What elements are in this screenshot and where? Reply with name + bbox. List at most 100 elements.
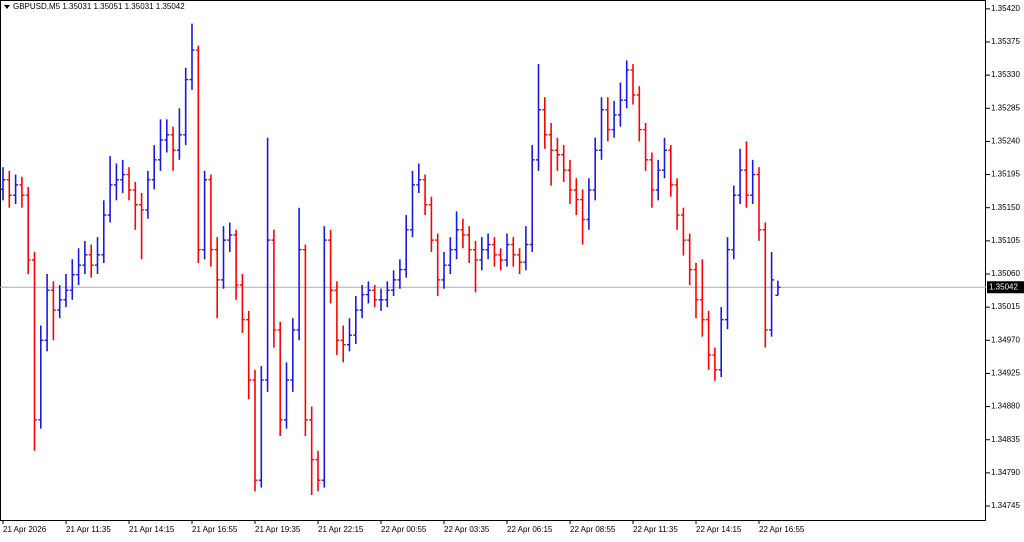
candle bbox=[611, 100, 617, 138]
candle bbox=[258, 366, 264, 488]
candle bbox=[76, 248, 82, 286]
candle bbox=[561, 145, 567, 182]
candle bbox=[473, 240, 478, 293]
candle bbox=[674, 178, 680, 230]
candle bbox=[95, 237, 100, 274]
y-tick-label: 1.35105 bbox=[991, 236, 1020, 245]
candle bbox=[649, 152, 655, 208]
last-price-label: 1.35042 bbox=[989, 282, 1018, 291]
candle bbox=[422, 174, 428, 216]
candle bbox=[44, 273, 50, 352]
y-tick-label: 1.35375 bbox=[991, 37, 1020, 46]
candle bbox=[321, 226, 327, 488]
candle bbox=[170, 126, 176, 171]
y-tick-label: 1.34790 bbox=[991, 468, 1020, 477]
candle bbox=[328, 229, 334, 304]
candle bbox=[202, 170, 208, 260]
candle bbox=[126, 167, 132, 201]
candle bbox=[592, 137, 598, 201]
candle bbox=[391, 270, 397, 297]
candle bbox=[50, 281, 56, 341]
candle bbox=[0, 167, 6, 201]
candle bbox=[668, 145, 674, 197]
candle bbox=[517, 248, 523, 274]
candle bbox=[718, 307, 724, 378]
candle bbox=[246, 310, 252, 400]
candle bbox=[378, 288, 384, 311]
candle bbox=[491, 237, 497, 267]
candle bbox=[410, 170, 415, 238]
candle bbox=[239, 273, 245, 333]
x-tick-label: 22 Apr 03:35 bbox=[444, 525, 490, 534]
x-tick-label: 22 Apr 00:55 bbox=[381, 525, 427, 534]
candle bbox=[743, 141, 749, 208]
candle bbox=[485, 233, 491, 260]
candle bbox=[599, 97, 604, 160]
candle bbox=[57, 285, 63, 319]
y-tick-label: 1.35150 bbox=[991, 203, 1020, 212]
menu-arrow[interactable] bbox=[4, 5, 10, 9]
candle bbox=[523, 226, 529, 271]
candle bbox=[132, 181, 138, 230]
candle bbox=[441, 251, 447, 289]
candle bbox=[101, 200, 107, 263]
candle bbox=[416, 163, 422, 193]
candle bbox=[265, 137, 271, 392]
candle bbox=[365, 281, 371, 304]
candle bbox=[447, 237, 453, 274]
candle bbox=[428, 196, 434, 252]
candle bbox=[510, 237, 516, 267]
candle bbox=[706, 310, 712, 370]
candle bbox=[750, 159, 756, 205]
x-tick-label: 21 Apr 19:35 bbox=[255, 525, 301, 534]
candle bbox=[296, 207, 302, 341]
candle bbox=[309, 406, 315, 495]
candle bbox=[164, 119, 170, 153]
candle bbox=[731, 185, 737, 260]
candle bbox=[120, 159, 126, 193]
candle bbox=[176, 108, 182, 160]
candle bbox=[38, 325, 44, 429]
candle bbox=[403, 215, 409, 278]
candle bbox=[529, 145, 535, 252]
candle bbox=[353, 296, 359, 344]
y-tick-label: 1.34970 bbox=[991, 335, 1020, 344]
plot-frame bbox=[0, 0, 986, 521]
candle bbox=[195, 45, 201, 263]
candle bbox=[82, 240, 88, 274]
candle bbox=[277, 321, 283, 437]
candle bbox=[762, 222, 768, 348]
candle bbox=[662, 137, 667, 179]
candle bbox=[139, 192, 145, 260]
candle bbox=[145, 170, 151, 219]
candle bbox=[340, 325, 346, 363]
candle bbox=[284, 362, 289, 429]
candle bbox=[498, 248, 504, 271]
candle bbox=[687, 233, 693, 286]
candle bbox=[573, 178, 579, 216]
candle bbox=[542, 97, 548, 149]
y-tick-label: 1.35330 bbox=[991, 70, 1020, 79]
y-tick-label: 1.35420 bbox=[991, 4, 1020, 13]
candle bbox=[680, 207, 686, 256]
candle bbox=[227, 222, 233, 252]
candle bbox=[397, 259, 403, 289]
candle bbox=[617, 82, 623, 127]
candle bbox=[624, 60, 630, 109]
y-tick-label: 1.35060 bbox=[991, 269, 1020, 278]
candle bbox=[214, 237, 220, 319]
x-tick-label: 21 Apr 14:15 bbox=[129, 525, 175, 534]
y-tick-label: 1.34745 bbox=[991, 501, 1020, 510]
candle bbox=[183, 67, 189, 146]
candle bbox=[315, 450, 321, 492]
candle bbox=[334, 281, 340, 356]
candle bbox=[302, 244, 308, 437]
candle bbox=[69, 259, 75, 300]
candle bbox=[712, 347, 718, 381]
y-tick-label: 1.35240 bbox=[991, 137, 1020, 146]
candle bbox=[460, 218, 466, 249]
candle bbox=[605, 97, 611, 142]
candle bbox=[13, 174, 19, 205]
candle bbox=[359, 285, 365, 319]
candle bbox=[699, 259, 705, 337]
